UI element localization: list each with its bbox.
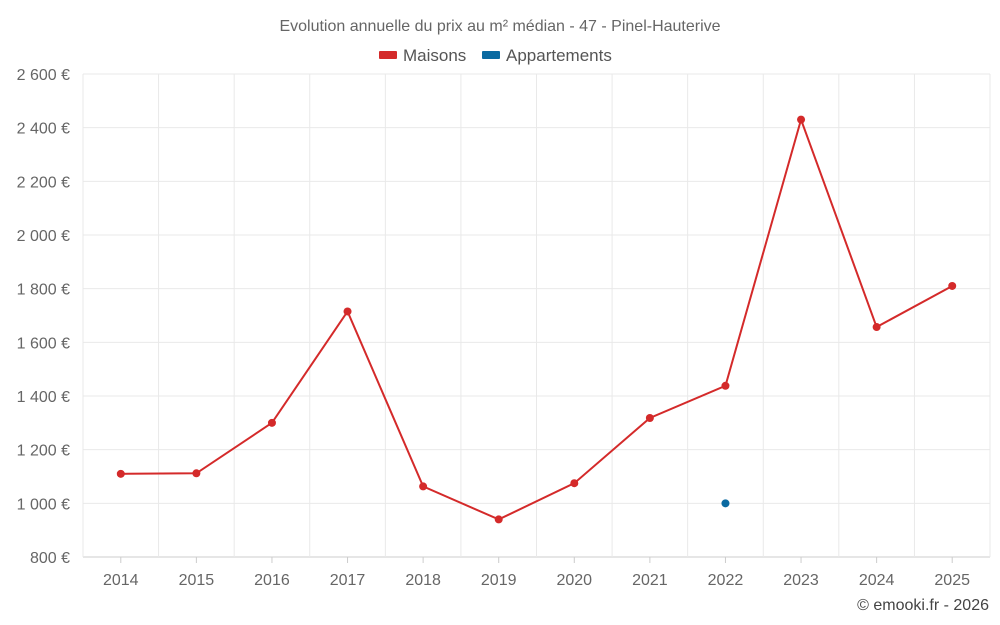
data-point-maisons-2014[interactable] [116, 469, 125, 478]
x-tick-label: 2021 [632, 572, 668, 589]
x-tick-label: 2023 [783, 572, 819, 589]
chart-title: Evolution annuelle du prix au m² médian … [279, 18, 720, 35]
series-appartements [721, 499, 730, 508]
x-tick-label: 2022 [708, 572, 744, 589]
y-axis: 800 € 1 000 € 1 200 € 1 400 € 1 600 € 1 800 €… [17, 67, 70, 567]
credit-text: © emooki.fr - 2026 [857, 597, 989, 614]
data-point-maisons-2021[interactable] [645, 414, 654, 423]
data-point-maisons-2015[interactable] [192, 469, 201, 478]
series-line-maisons [120, 116, 953, 521]
y-tick-label: 2 000 € [17, 228, 70, 245]
grid [82, 73, 991, 558]
x-tick-label: 2024 [859, 572, 895, 589]
x-tick-label: 2014 [103, 572, 139, 589]
x-tick-label: 2025 [934, 572, 970, 589]
data-point-maisons-2022[interactable] [721, 381, 730, 390]
legend-item-appartements[interactable]: Appartements [482, 46, 612, 65]
data-point-maisons-2017[interactable] [343, 307, 352, 316]
y-tick-label: 1 200 € [17, 443, 70, 460]
legend: Maisons Appartements [379, 46, 612, 65]
data-point-maisons-2018[interactable] [419, 482, 428, 491]
data-point-maisons-2016[interactable] [267, 418, 276, 427]
x-tick-label: 2020 [556, 572, 592, 589]
y-tick-label: 2 600 € [17, 67, 70, 84]
data-point-maisons-2025[interactable] [948, 281, 957, 290]
series-maisons [116, 115, 957, 524]
legend-swatch-appartements [482, 51, 500, 59]
data-point-maisons-2019[interactable] [494, 515, 503, 524]
x-axis: 2014 2015 2016 2017 2018 2019 2020 2021 2022 2023… [103, 557, 970, 589]
y-tick-label: 1 400 € [17, 389, 70, 406]
y-tick-label: 1 800 € [17, 282, 70, 299]
legend-label-appartements: Appartements [506, 46, 612, 65]
legend-swatch-maisons [379, 51, 397, 59]
legend-item-maisons[interactable]: Maisons [379, 46, 466, 65]
y-tick-label: 800 € [30, 550, 70, 567]
y-tick-label: 2 200 € [17, 174, 70, 191]
data-point-appartements-2022[interactable] [721, 499, 730, 508]
data-point-maisons-2020[interactable] [570, 479, 579, 488]
y-tick-label: 1 000 € [17, 496, 70, 513]
x-tick-label: 2017 [330, 572, 366, 589]
data-point-maisons-2023[interactable] [797, 115, 806, 124]
x-tick-label: 2016 [254, 572, 290, 589]
x-tick-label: 2018 [405, 572, 441, 589]
data-point-maisons-2024[interactable] [872, 323, 881, 332]
x-tick-label: 2015 [179, 572, 215, 589]
legend-label-maisons: Maisons [403, 46, 466, 65]
x-tick-label: 2019 [481, 572, 517, 589]
series [116, 115, 957, 524]
y-tick-label: 2 400 € [17, 121, 70, 138]
y-tick-label: 1 600 € [17, 335, 70, 352]
